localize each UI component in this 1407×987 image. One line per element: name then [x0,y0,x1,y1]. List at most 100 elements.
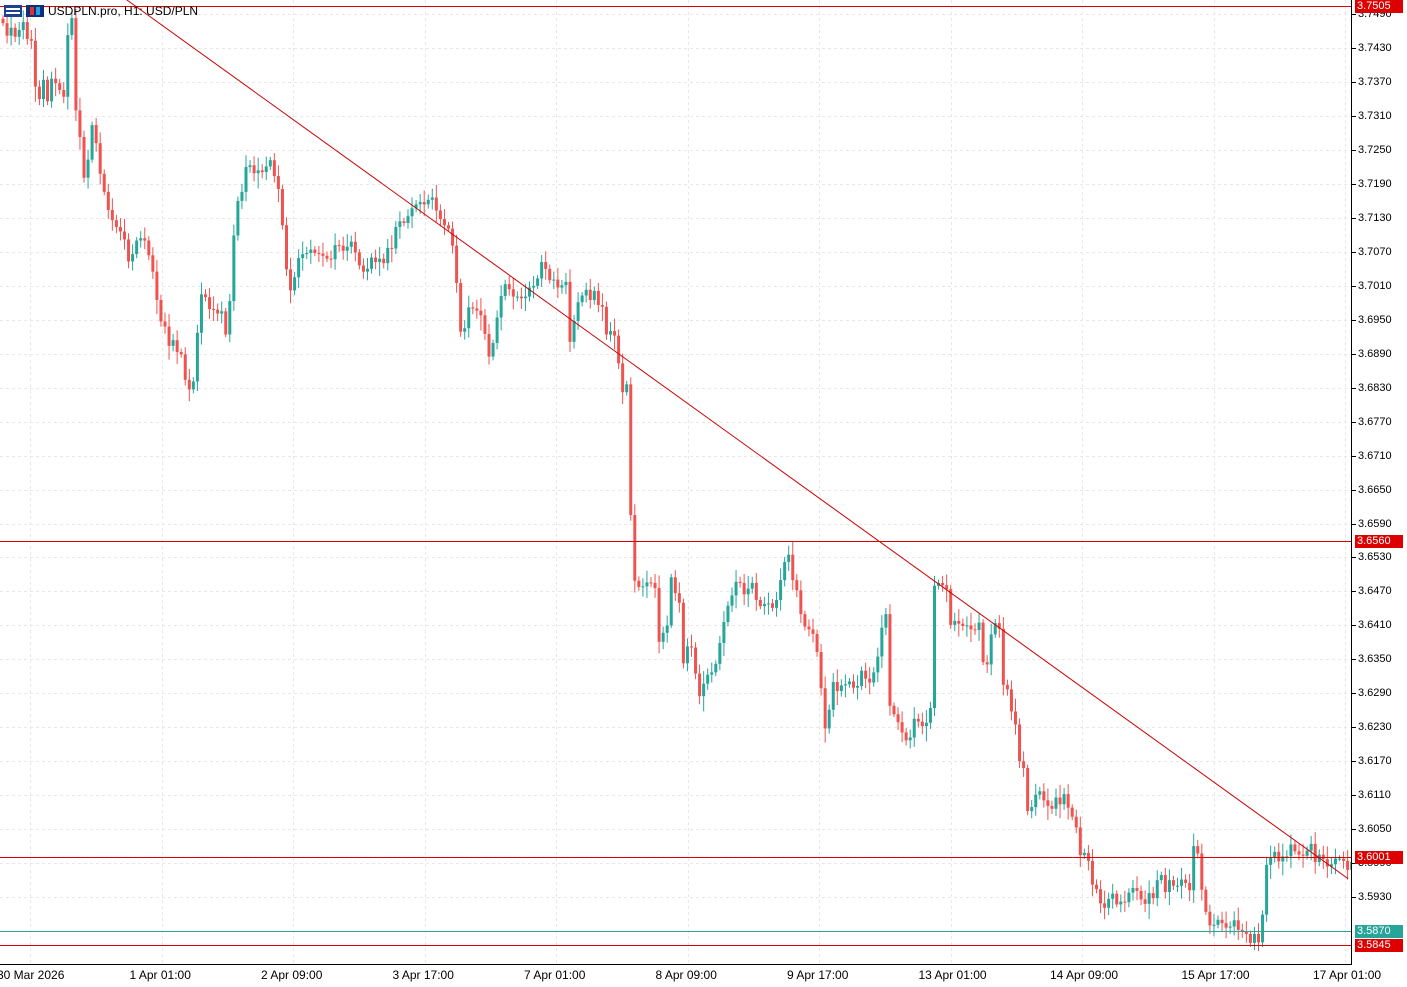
candle-body [730,595,734,606]
candle-body [641,586,645,588]
chart-menu-icon[interactable] [4,5,22,17]
price-tick-label: 3.7370 [1352,76,1392,89]
chart-header: USDPLN.pro, H1: USD/PLN [4,3,198,19]
candle-body [463,328,467,332]
candle-body [305,252,309,255]
candle-body [1200,853,1204,890]
candle-body [746,588,750,595]
candle-body [499,296,503,318]
candle-body [430,197,434,200]
candle-body [1050,805,1054,809]
candle-body [102,173,106,192]
candle-body [179,352,183,355]
time-tick-label: 2 Apr 09:00 [261,968,323,982]
candle-body [706,674,710,684]
candle-body [1163,875,1167,892]
candle-body [402,221,406,223]
price-tick-label: 3.6890 [1352,347,1392,360]
candle-body [451,228,455,246]
candle-body [592,290,596,300]
candle-body [163,321,167,327]
candle-body [212,309,216,311]
candle-body [791,554,795,581]
candle-body [187,379,191,390]
candle-body [807,626,811,630]
candle-body [880,627,884,657]
candle-body [349,241,353,247]
candle-body [928,708,932,723]
candle-body [864,670,868,679]
candle-body [596,290,600,306]
candle-body [548,268,552,281]
candle-body [985,662,989,665]
candle-body [957,620,961,624]
candle-body [127,239,131,262]
candle-body [110,209,114,221]
candle-body [515,296,519,298]
candle-body [779,580,783,600]
candle-body [1111,893,1115,899]
candle-body [58,83,62,90]
candle-body [572,320,576,342]
candle-body [1208,911,1212,926]
candle-body [406,216,410,223]
candle-body [260,170,264,173]
candle-body [195,332,199,382]
price-axis[interactable]: 3.7490 3.7430 3.7370 3.7310 3.7250 3.7190 3.71… [1352,0,1407,965]
candle-body [390,247,394,249]
candle-body [852,681,855,688]
candle-body [183,354,187,380]
candle-body [507,284,511,290]
candle-body [981,622,985,663]
bid-price-label: 3.5870 [1355,925,1403,939]
candle-body [600,305,604,307]
time-axis[interactable]: 30 Mar 2026 1 Apr 01:00 2 Apr 09:00 3 Apr 1… [0,965,1381,987]
candle-body [159,299,163,322]
candle-body [552,279,556,281]
candle-body [1107,898,1111,908]
candle-body [25,22,29,40]
candle-body [576,302,580,321]
candle-body [1305,850,1309,856]
candle-body [1103,903,1107,908]
trendline [126,0,1349,880]
candle-body [1,18,5,24]
candle-body [264,166,268,173]
candle-body [649,582,653,584]
candle-body [673,577,677,594]
candle-body [860,670,864,686]
candle-body [637,580,641,587]
candle-body [459,282,463,332]
level-price-label: 3.6001 [1355,850,1403,864]
candle-body [70,18,74,36]
candle-body [1236,920,1240,930]
candle-body [1086,852,1090,861]
candle-body [1127,892,1131,903]
chart-area[interactable]: USDPLN.pro, H1: USD/PLN [0,0,1352,965]
candle-body [17,29,21,37]
candle-body [1167,880,1171,892]
candle-body [1099,889,1103,904]
candle-body [613,331,617,336]
price-tick-label: 3.7310 [1352,110,1392,123]
candle-body [325,255,329,259]
candle-body [398,221,402,227]
candle-body [1257,933,1260,943]
candle-body [167,326,171,346]
time-tick-label: 8 Apr 09:00 [655,968,717,982]
candle-body [66,35,70,97]
candle-body [698,673,702,697]
candle-body [718,642,722,664]
candle-body [560,285,564,288]
one-click-trade-icon[interactable] [26,5,44,17]
candle-body [321,253,325,256]
candle-body [949,589,953,625]
candle-body [1074,816,1078,828]
candle-body [244,166,248,192]
candle-body [1346,860,1350,870]
price-chart[interactable] [0,0,1352,965]
candle-body [329,258,333,260]
candle-body [933,585,936,709]
candle-body [653,582,657,589]
candle-body [831,682,835,710]
